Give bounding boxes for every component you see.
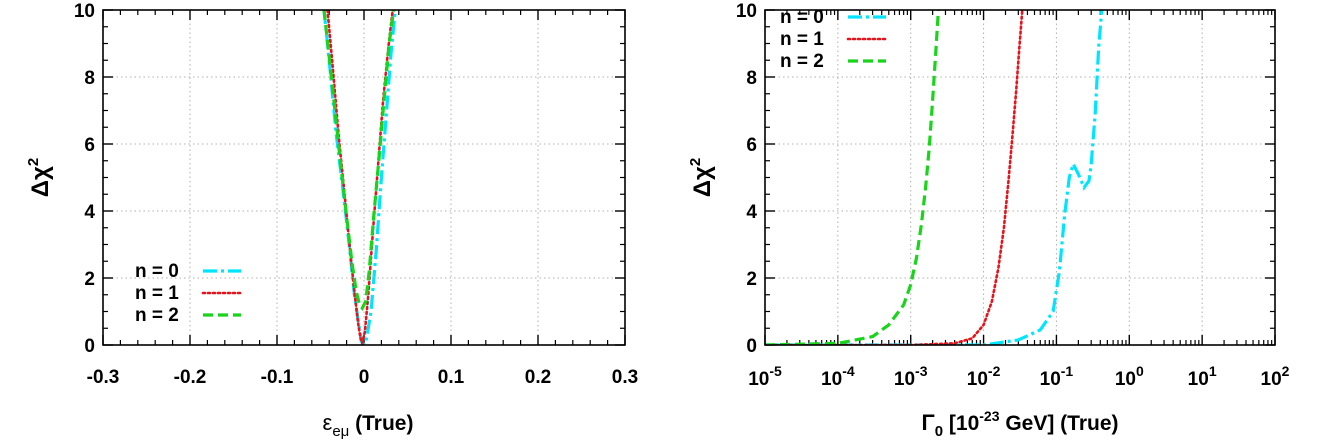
legend-entry-label: n = 2 <box>780 51 824 72</box>
plot-frame <box>102 9 626 346</box>
x-tick-label: 10-3 <box>894 363 928 390</box>
x-axis-label: Γ0 [10-23 GeV] (True) <box>921 408 1118 440</box>
x-tick-label: 0.3 <box>612 367 638 388</box>
x-tick-label: -0.1 <box>261 367 294 388</box>
x-tick-label: 0 <box>359 367 370 388</box>
x-tick-label: 10-4 <box>821 363 855 390</box>
legend-entry-label: n = 1 <box>135 283 179 304</box>
y-axis-label: Δχ2 <box>25 158 54 197</box>
chart-panel-2: 10-5 10-4 10-3 10-2 10-1 100 101 102 0 2 4 6 8 10 n = … <box>687 1 1290 440</box>
series-line-n0 <box>322 10 397 345</box>
y-tick-label: 8 <box>84 68 95 89</box>
plot-frame <box>764 9 1276 346</box>
x-tick-label: -0.2 <box>174 367 207 388</box>
y-axis-label: Δχ2 <box>687 158 716 197</box>
x-tick-label: 10-2 <box>967 363 1001 390</box>
legend-entry-label: n = 0 <box>135 261 179 282</box>
y-tick-label: 10 <box>74 1 95 22</box>
x-tick-label: 101 <box>1188 363 1217 390</box>
x-axis-label: εeμ (True) <box>323 410 414 440</box>
x-tick-label: 102 <box>1261 363 1290 390</box>
x-tick-label: 10-5 <box>748 363 782 390</box>
y-tick-label: 6 <box>746 135 757 156</box>
y-tick-label: 4 <box>746 202 757 223</box>
series-line-n1 <box>765 10 1024 345</box>
legend-entry-label: n = 0 <box>780 7 824 28</box>
x-tick-label: -0.3 <box>87 367 120 388</box>
x-tick-label: 0.2 <box>525 367 551 388</box>
x-tick-label: 100 <box>1115 363 1144 390</box>
y-tick-label: 2 <box>84 269 95 290</box>
x-tick-label: 10-1 <box>1040 363 1074 390</box>
y-tick-label: 6 <box>84 135 95 156</box>
y-tick-label: 0 <box>746 336 757 357</box>
y-tick-label: 0 <box>84 336 95 357</box>
chart-panel-1: -0.3 -0.2 -0.1 0 0.1 0.2 0.3 0 2 4 6 8 10 n = 0n = 1n… <box>25 1 638 440</box>
y-tick-label: 10 <box>736 1 757 22</box>
legend-entry-label: n = 1 <box>780 29 824 50</box>
series-line-n2 <box>322 10 396 312</box>
y-tick-label: 2 <box>746 269 757 290</box>
y-tick-label: 8 <box>746 68 757 89</box>
y-tick-label: 4 <box>84 202 95 223</box>
series-line-n2 <box>765 10 940 345</box>
series-line-n0 <box>765 10 1104 345</box>
x-tick-label: 0.1 <box>438 367 465 388</box>
legend-entry-label: n = 2 <box>135 305 179 326</box>
